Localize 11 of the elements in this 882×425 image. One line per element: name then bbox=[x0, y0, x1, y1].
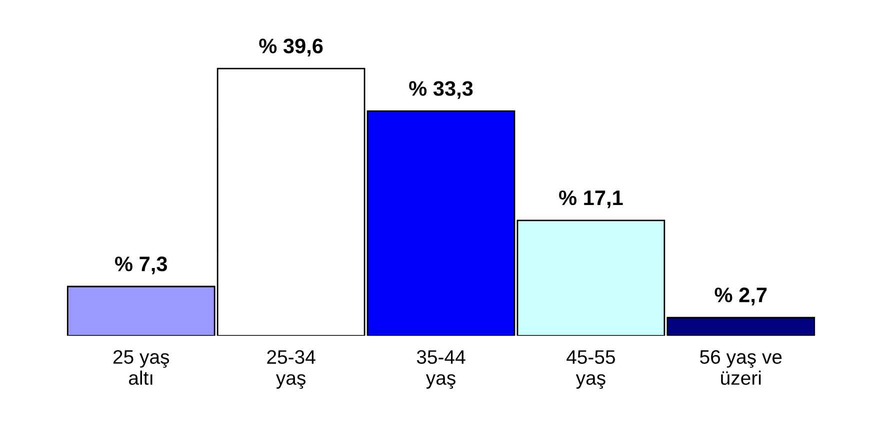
x-tick-label: 35-44 yaş bbox=[416, 350, 466, 389]
data-label: % 39,6 bbox=[259, 38, 323, 56]
data-label: % 2,7 bbox=[714, 288, 767, 306]
x-tick-label: 25-34 yaş bbox=[267, 350, 316, 389]
x-tick-label: 45-55 yaş bbox=[566, 350, 615, 389]
bar bbox=[366, 110, 516, 336]
data-label: % 7,3 bbox=[115, 256, 168, 274]
x-tick-label: 56 yaş ve üzeri bbox=[700, 350, 782, 385]
data-label: % 33,3 bbox=[409, 81, 473, 99]
x-tick-label: 25 yaş altı bbox=[113, 350, 170, 385]
data-label: % 17,1 bbox=[559, 190, 623, 208]
